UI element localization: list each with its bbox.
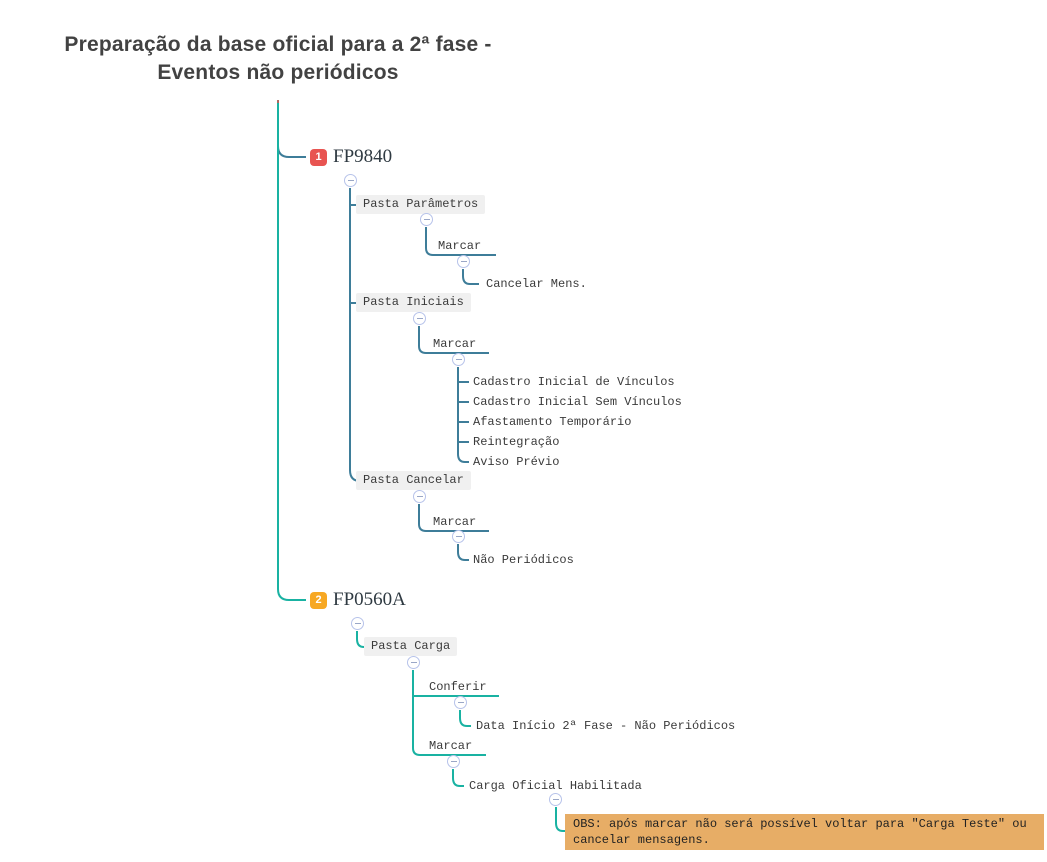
topic-fp9840[interactable]: 1 FP9840 — [310, 146, 392, 168]
topic-afastamento-temporario[interactable]: Afastamento Temporário — [473, 415, 632, 429]
minus-icon — [410, 661, 417, 664]
collapse-toggle-pasta-iniciais[interactable] — [413, 312, 426, 325]
minus-icon — [347, 179, 354, 182]
collapse-toggle-carga-conferir[interactable] — [454, 696, 467, 709]
minus-icon — [416, 495, 423, 498]
topic-cancelar-marcar[interactable]: Marcar — [433, 515, 477, 529]
collapse-toggle-fp0560a[interactable] — [351, 617, 364, 630]
map-title-line1: Preparação da base oficial para a 2ª fas… — [64, 33, 492, 56]
collapse-toggle-fp9840[interactable] — [344, 174, 357, 187]
priority-2-badge-icon: 2 — [310, 591, 327, 609]
minus-icon — [460, 260, 467, 263]
minus-icon — [455, 358, 462, 361]
topic-aviso-previo[interactable]: Aviso Prévio — [473, 455, 560, 469]
topic-fp0560a-label: FP0560A — [333, 589, 406, 610]
minus-icon — [423, 218, 430, 221]
topic-carga-conferir[interactable]: Conferir — [429, 680, 487, 694]
topic-fp0560a[interactable]: 2 FP0560A — [310, 589, 406, 611]
topic-cadastro-inicial-vinculos[interactable]: Cadastro Inicial de Vínculos — [473, 375, 675, 389]
obs-note[interactable]: OBS: após marcar não será possível volta… — [565, 814, 1044, 850]
topic-iniciais-marcar[interactable]: Marcar — [433, 337, 477, 351]
topic-pasta-iniciais[interactable]: Pasta Iniciais — [356, 293, 471, 312]
topic-reintegracao[interactable]: Reintegração — [473, 435, 560, 449]
collapse-toggle-pasta-cancelar[interactable] — [413, 490, 426, 503]
minus-icon — [455, 535, 462, 538]
topic-data-inicio-2a-fase[interactable]: Data Início 2ª Fase - Não Periódicos — [476, 719, 736, 733]
topic-pasta-cancelar[interactable]: Pasta Cancelar — [356, 471, 471, 490]
topic-fp9840-label: FP9840 — [333, 146, 393, 167]
collapse-toggle-cancelar-marcar[interactable] — [452, 530, 465, 543]
collapse-toggle-pasta-parametros[interactable] — [420, 213, 433, 226]
topic-parametros-marcar[interactable]: Marcar — [438, 239, 482, 253]
map-title-line2: Eventos não periódicos — [157, 61, 399, 84]
collapse-toggle-iniciais-marcar[interactable] — [452, 353, 465, 366]
collapse-toggle-parametros-marcar[interactable] — [457, 255, 470, 268]
map-root-topic[interactable]: Preparação da base oficial para a 2ª fas… — [30, 31, 526, 87]
priority-1-badge-icon: 1 — [310, 148, 327, 166]
minus-icon — [416, 317, 423, 320]
collapse-toggle-carga-oficial[interactable] — [549, 793, 562, 806]
topic-pasta-parametros[interactable]: Pasta Parâmetros — [356, 195, 486, 214]
minus-icon — [450, 760, 457, 763]
minus-icon — [457, 701, 464, 704]
minus-icon — [552, 798, 559, 801]
topic-cancelar-mens[interactable]: Cancelar Mens. — [486, 277, 587, 291]
topic-carga-oficial-habilitada[interactable]: Carga Oficial Habilitada — [469, 779, 642, 793]
topic-carga-marcar[interactable]: Marcar — [429, 739, 473, 753]
collapse-toggle-pasta-carga[interactable] — [407, 656, 420, 669]
topic-pasta-carga[interactable]: Pasta Carga — [364, 637, 458, 656]
minus-icon — [354, 622, 361, 625]
collapse-toggle-carga-marcar[interactable] — [447, 755, 460, 768]
topic-nao-periodicos[interactable]: Não Periódicos — [473, 553, 574, 567]
topic-cadastro-inicial-sem-vinculos[interactable]: Cadastro Inicial Sem Vínculos — [473, 395, 682, 409]
